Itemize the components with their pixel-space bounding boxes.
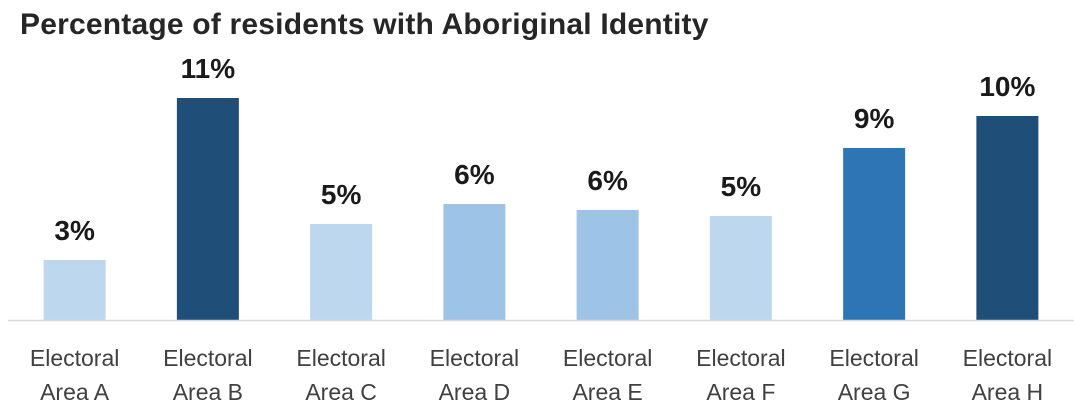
category-label-4-line-1: Electoral <box>430 345 519 371</box>
category-label-1-line-2: Area A <box>40 379 110 405</box>
data-label-8: 10% <box>979 71 1035 102</box>
data-labels-group: 3% 11% 5% 6% 6% 5% 9% 10% <box>54 53 1035 246</box>
data-label-2: 11% <box>181 53 236 84</box>
category-label-4-line-2: Area D <box>439 379 511 405</box>
category-label-1-line-1: Electoral <box>30 345 119 371</box>
bar-8 <box>976 116 1039 320</box>
chart-title: Percentage of residents with Aboriginal … <box>20 8 709 41</box>
category-label-8-line-2: Area H <box>972 379 1044 405</box>
data-label-1: 3% <box>54 215 95 246</box>
category-label-3-line-2: Area C <box>305 379 377 405</box>
bars-group <box>43 98 1039 320</box>
data-label-7: 9% <box>854 103 895 134</box>
bar-5 <box>576 210 639 320</box>
bar-3 <box>310 224 373 320</box>
category-label-5-line-1: Electoral <box>563 345 652 371</box>
bar-4 <box>443 204 506 320</box>
bar-2 <box>176 98 239 320</box>
category-label-3-line-1: Electoral <box>296 345 385 371</box>
category-label-5-line-2: Area E <box>572 379 642 405</box>
category-label-8-line-1: Electoral <box>963 345 1052 371</box>
category-label-7-line-2: Area G <box>838 379 911 405</box>
bar-7 <box>843 148 906 320</box>
category-label-7-line-1: Electoral <box>829 345 918 371</box>
bar-1 <box>43 260 106 320</box>
category-label-2-line-1: Electoral <box>163 345 252 371</box>
category-labels-group: Electoral Area A Electoral Area B Electoral A… <box>30 345 1052 405</box>
category-label-6-line-2: Area F <box>706 379 775 405</box>
category-label-6-line-1: Electoral <box>696 345 785 371</box>
data-label-4: 6% <box>454 159 495 190</box>
data-label-3: 5% <box>321 179 362 210</box>
data-label-5: 6% <box>587 165 628 196</box>
data-label-6: 5% <box>721 171 762 202</box>
bar-6 <box>709 216 772 320</box>
category-label-2-line-2: Area B <box>173 379 243 405</box>
